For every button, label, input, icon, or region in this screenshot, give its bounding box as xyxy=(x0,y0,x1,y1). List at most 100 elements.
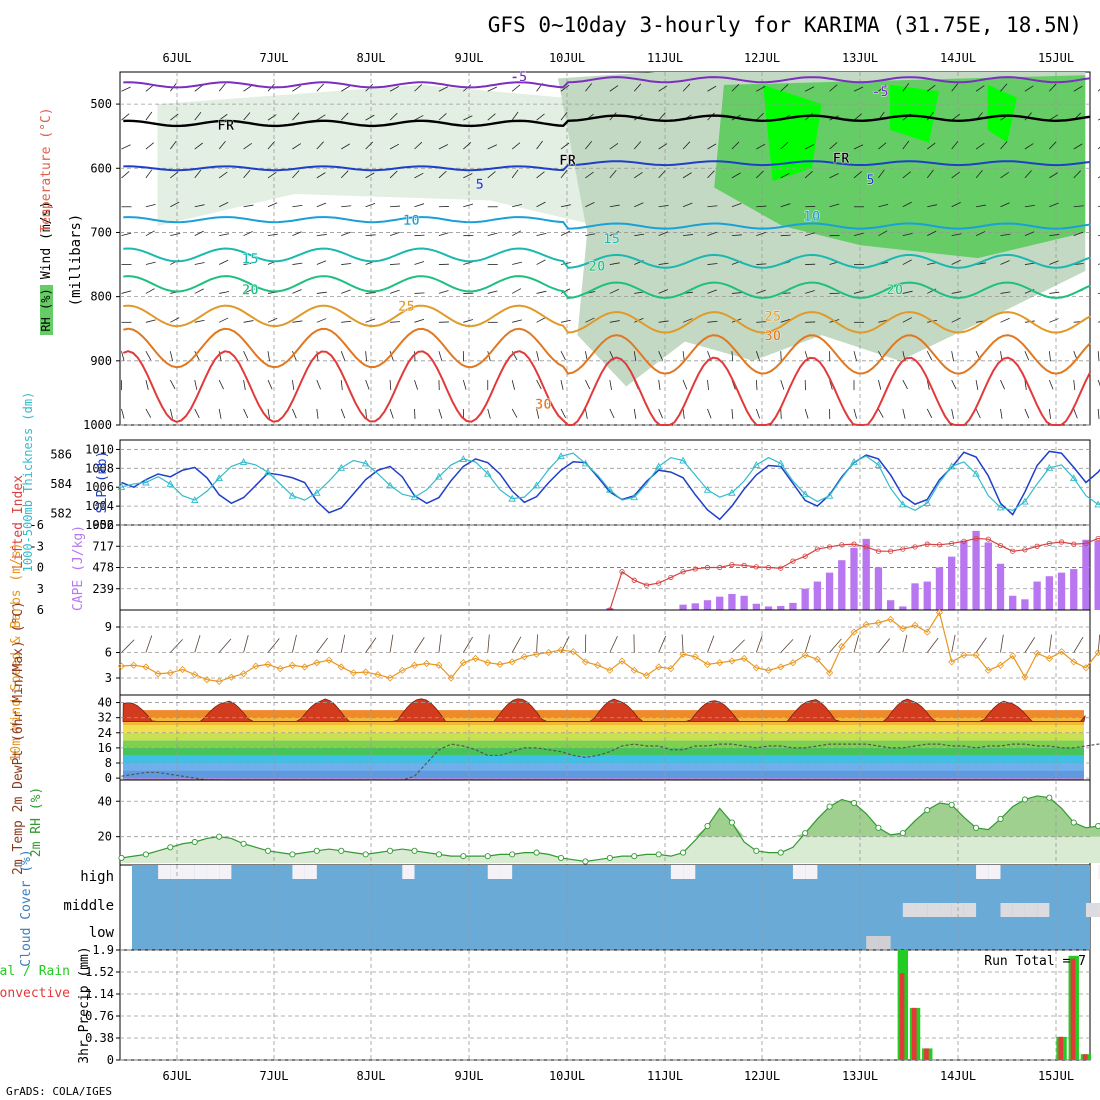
wind-barb xyxy=(487,113,496,121)
wind-barb xyxy=(365,202,376,208)
wind10m-marker xyxy=(887,615,895,623)
wind10m-marker xyxy=(581,658,589,666)
cloud-gap-high xyxy=(988,865,1001,879)
contour-label: 15 xyxy=(242,251,259,267)
wind10m-marker xyxy=(154,670,162,678)
wind-barb xyxy=(243,408,249,419)
li-marker xyxy=(680,569,686,575)
li-marker xyxy=(949,540,955,547)
cloud-gap-high xyxy=(683,865,696,879)
wind-barb xyxy=(218,317,229,323)
cloud-level-label: middle xyxy=(63,898,114,914)
temperature-contour xyxy=(123,304,1091,334)
thickness-marker xyxy=(386,481,394,489)
wind-barb xyxy=(316,379,321,390)
li-marker xyxy=(1095,535,1100,542)
contour-label: -5 xyxy=(510,70,527,86)
wind-barb xyxy=(926,169,934,179)
wind-barb xyxy=(951,83,959,92)
wind-barb xyxy=(1049,318,1059,323)
top-date-label: 10JUL xyxy=(549,51,585,65)
cape-bar xyxy=(948,556,956,610)
thickness-line xyxy=(121,452,1100,512)
li-marker xyxy=(900,546,906,552)
wind-barb xyxy=(389,351,394,361)
li-marker xyxy=(643,582,650,588)
wind-barb xyxy=(975,169,983,179)
bottom-date-label: 15JUL xyxy=(1038,1069,1074,1083)
wind10m-marker xyxy=(618,657,626,665)
wind-barb xyxy=(975,142,985,150)
wind-barb xyxy=(951,202,961,208)
rh2m-marker xyxy=(533,849,540,856)
wind-barb xyxy=(218,140,226,150)
cloud-gap-middle xyxy=(939,903,952,917)
cape-bar xyxy=(886,600,895,610)
cape-bar xyxy=(825,572,834,610)
wind-barb xyxy=(853,290,864,294)
wind-barb xyxy=(340,351,346,361)
wind-barb xyxy=(731,83,740,92)
rh-tick-label: 20 xyxy=(98,830,112,844)
rh2m-marker xyxy=(680,849,687,856)
cloud-gap-low xyxy=(878,936,891,950)
wind-barb xyxy=(169,351,173,362)
cape-bar xyxy=(801,588,809,610)
wind10m-marker xyxy=(655,663,663,671)
run-total-label: Run Total = 7 xyxy=(984,954,1086,969)
wind-barb xyxy=(609,262,620,265)
temperature-contour xyxy=(122,350,1092,426)
thickness-marker xyxy=(679,456,687,464)
wind-barb xyxy=(292,170,300,179)
cape-bar xyxy=(1045,576,1053,610)
precip-frame xyxy=(119,949,1091,1061)
upper-tick-label: 700 xyxy=(90,225,112,239)
wind-barb xyxy=(829,173,839,179)
wind-barb xyxy=(585,233,596,237)
contour-label: 5 xyxy=(866,172,874,188)
thickness-marker xyxy=(752,460,761,468)
li-marker xyxy=(863,544,869,550)
wind-barb xyxy=(292,320,303,323)
chart-title: GFS 0~10day 3-hourly for KARIMA (31.75E,… xyxy=(488,13,1082,37)
wind-barb xyxy=(170,140,177,150)
wind10m-barb xyxy=(511,636,522,653)
wind-barb xyxy=(951,140,959,150)
wind10m-marker xyxy=(813,655,821,663)
wind10m-marker xyxy=(826,669,834,677)
cape-bar xyxy=(899,606,907,610)
wind-barb xyxy=(511,379,515,390)
cloud-gap-high xyxy=(1098,865,1100,879)
wind-barb xyxy=(560,169,568,179)
wind-barb xyxy=(194,142,203,150)
wind-barb xyxy=(853,232,864,237)
wind-barb xyxy=(902,233,913,237)
wind-barb xyxy=(1048,379,1054,390)
bottom-date-labels: 6JUL 7JUL 8JUL 9JUL 10JUL 11JUL 12JUL 13JUL 14JU… xyxy=(163,1069,1075,1083)
rh2m-marker xyxy=(899,830,906,837)
wind-barb xyxy=(438,113,447,121)
wind10m-marker xyxy=(337,663,345,671)
thickness-marker xyxy=(801,490,809,498)
wind-barb xyxy=(194,288,204,294)
rh2m-marker xyxy=(948,801,955,808)
wind-barb xyxy=(463,173,473,179)
wind10m-marker xyxy=(471,654,480,663)
wind-barb xyxy=(658,351,663,361)
wind-barb xyxy=(536,140,543,150)
wind-barb xyxy=(756,170,764,179)
thickness-marker xyxy=(1021,497,1029,505)
wind-barb xyxy=(756,86,766,92)
cape-bar xyxy=(972,530,980,610)
wind-barb xyxy=(634,233,645,237)
wind-barb xyxy=(585,140,593,150)
wind-barb xyxy=(267,233,278,237)
rh2m-marker xyxy=(387,847,394,854)
rh2m-marker xyxy=(582,858,589,865)
slp-line xyxy=(121,450,1100,521)
temperature-contour xyxy=(123,216,1091,230)
li-tick-label: 3 xyxy=(37,582,44,596)
cloud-gap-high xyxy=(170,865,183,879)
wind-barb xyxy=(389,170,398,179)
li-marker xyxy=(631,577,637,583)
